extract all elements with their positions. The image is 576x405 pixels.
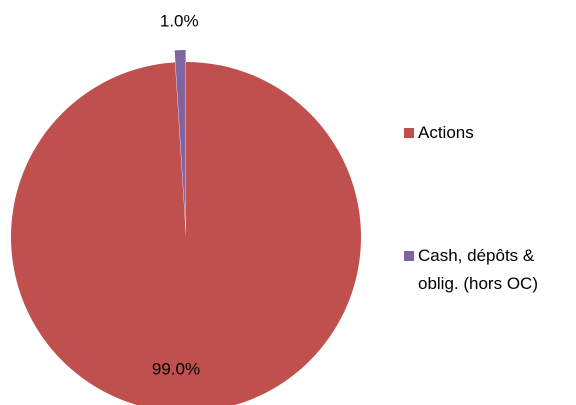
pie-slice	[174, 50, 186, 226]
data-label: 1.0%	[160, 12, 199, 31]
legend-label: Actions	[418, 123, 474, 142]
legend-swatch	[404, 251, 414, 261]
pie-slice	[10, 62, 361, 405]
legend-item: Cash, dépôts & oblig. (hors OC)	[404, 242, 576, 298]
data-label: 99.0%	[152, 359, 200, 378]
legend-label: Cash, dépôts & oblig. (hors OC)	[418, 246, 538, 293]
legend-item: Actions	[404, 119, 576, 147]
legend-swatch	[404, 128, 414, 138]
